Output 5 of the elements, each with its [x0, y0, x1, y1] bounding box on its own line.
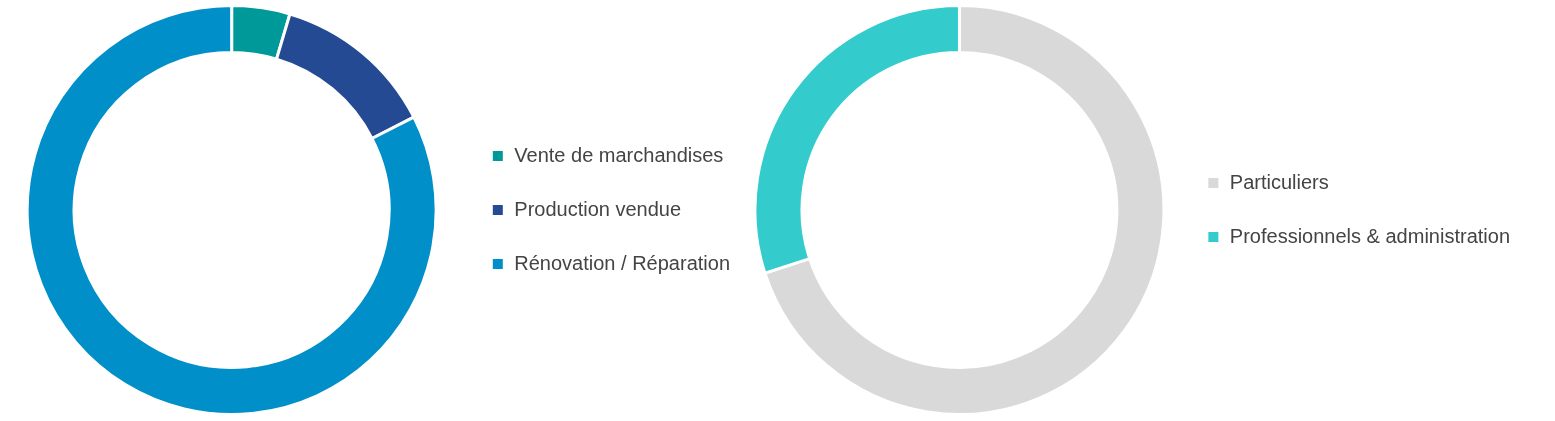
legend-label: Vente de marchandises — [514, 143, 724, 166]
legend-label: Particuliers — [1229, 170, 1329, 193]
legend-label: Professionnels & administration — [1229, 224, 1510, 247]
legend-label: Production vendue — [514, 197, 682, 220]
legend-label: Rénovation / Réparation — [514, 251, 731, 274]
